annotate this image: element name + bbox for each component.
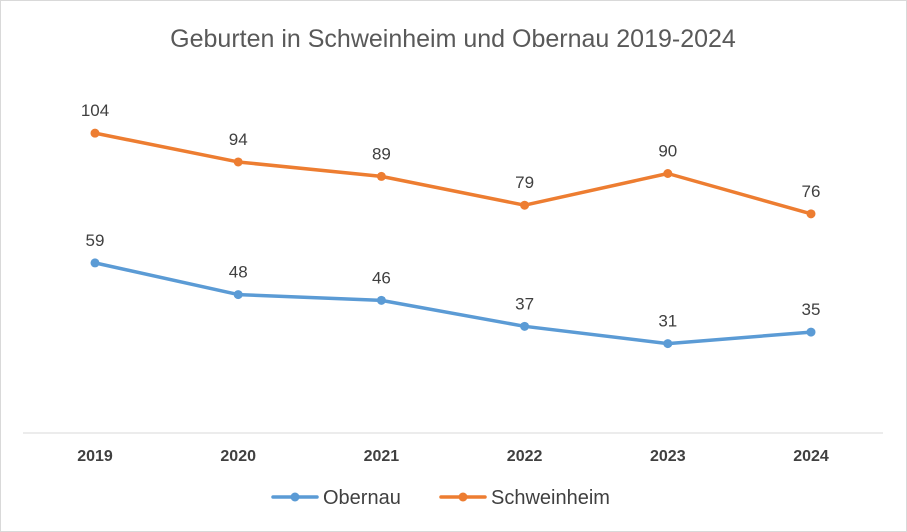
data-point-schweinheim [520, 200, 530, 210]
data-label-obernau: 37 [515, 294, 534, 313]
data-label-obernau: 59 [86, 231, 105, 250]
data-point-obernau [520, 321, 530, 331]
x-tick-label: 2023 [650, 448, 686, 465]
data-point-obernau [376, 295, 386, 305]
data-label-schweinheim: 79 [515, 173, 534, 192]
x-tick-label: 2022 [507, 448, 543, 465]
data-label-obernau: 31 [658, 312, 677, 331]
legend-label-schweinheim: Schweinheim [491, 487, 610, 509]
data-label-schweinheim: 89 [372, 144, 391, 163]
data-label-schweinheim: 90 [658, 142, 677, 161]
x-tick-label: 2024 [793, 448, 829, 465]
x-tick-labels: 2019 2020 2021 2022 2023 2024 [77, 448, 829, 465]
series-line-schweinheim [93, 131, 813, 216]
data-point-obernau [233, 290, 243, 300]
data-label-obernau: 48 [229, 263, 248, 282]
data-point-schweinheim [90, 128, 100, 138]
data-label-obernau: 35 [802, 300, 821, 319]
data-label-obernau: 46 [372, 268, 391, 287]
x-tick-label: 2020 [220, 448, 256, 465]
data-point-obernau [90, 258, 100, 268]
data-point-schweinheim [376, 171, 386, 181]
legend: Obernau Schweinheim [271, 487, 610, 509]
data-point-obernau [663, 339, 673, 349]
legend-label-obernau: Obernau [323, 487, 401, 509]
series-line-obernau [93, 261, 813, 346]
x-tick-label: 2021 [364, 448, 400, 465]
chart-title: Geburten in Schweinheim und Obernau 2019… [170, 25, 736, 53]
data-point-obernau [806, 327, 816, 337]
legend-swatch-marker-obernau [290, 492, 300, 502]
data-point-schweinheim [663, 169, 673, 178]
data-label-schweinheim: 76 [802, 182, 821, 201]
x-tick-label: 2019 [77, 448, 113, 465]
data-point-schweinheim [806, 209, 816, 219]
legend-swatch-marker-schweinheim [458, 492, 468, 502]
data-point-schweinheim [233, 157, 243, 167]
data-label-schweinheim: 104 [81, 101, 109, 120]
series-layer: 59 48 46 37 31 35 104 94 89 79 90 76 [81, 101, 821, 349]
data-label-schweinheim: 94 [229, 130, 248, 149]
